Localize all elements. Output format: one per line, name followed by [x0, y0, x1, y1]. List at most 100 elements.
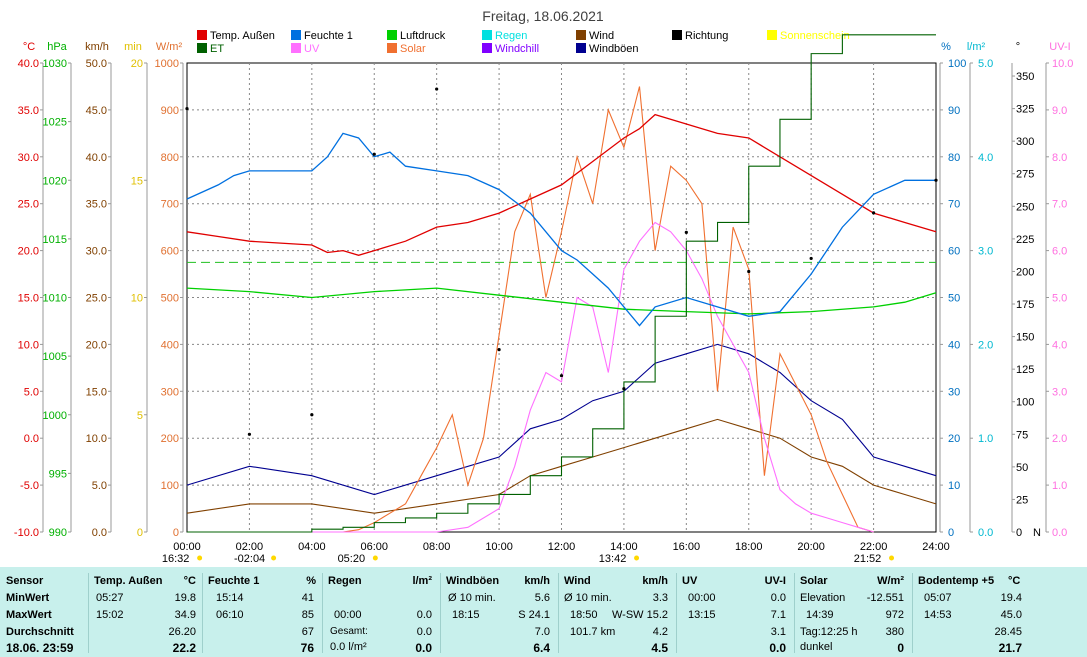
row-label-max: MaxWert — [6, 609, 52, 621]
left-axis-tick-label: 50.0 — [86, 58, 107, 70]
x-tick-label: 06:00 — [360, 541, 388, 553]
left-axis-tick-label: 1010 — [43, 293, 67, 305]
x-tick-label: 10:00 — [485, 541, 513, 553]
left-axis-tick-label: 15 — [131, 175, 143, 187]
gust-max-value: S 24.1 — [518, 609, 550, 621]
rain-total-value: 0.0 — [416, 626, 432, 638]
right-axis-tick-label: 3.0 — [1052, 386, 1067, 398]
humidity-unit: % — [306, 575, 316, 587]
temp-min-time: 05:27 — [96, 592, 124, 604]
right-axes: %1009080706050403020100l/m²5.04.03.02.01… — [939, 41, 1073, 539]
left-axis-tick-label: 100 — [161, 480, 179, 492]
uv-max-value: 7.1 — [770, 609, 786, 621]
uv-avg: 3.1 — [770, 626, 786, 638]
right-axis-tick-label: 150 — [1016, 332, 1034, 344]
stats-uv: UV UV-I 00:00 0.0 13:15 7.1 3.1 0.0 — [676, 567, 794, 657]
right-axis-tick-label: 175 — [1016, 299, 1034, 311]
left-axis-tick-label: 200 — [161, 433, 179, 445]
left-axis-tick-label: 15.0 — [86, 386, 107, 398]
wind-unit: km/h — [642, 575, 668, 587]
direction-point — [809, 256, 813, 261]
temp-avg: 26.20 — [168, 626, 196, 638]
stats-panel: Sensor MinWert MaxWert Durchschnitt 18.0… — [0, 567, 1087, 657]
left-axis-tick-label: 0 — [137, 527, 143, 539]
left-axis-unit: W/m² — [156, 41, 183, 53]
left-axis-tick-label: 990 — [49, 527, 67, 539]
right-axis-tick-label: 125 — [1016, 364, 1034, 376]
gust-unit: km/h — [524, 575, 550, 587]
right-axis-tick-label: 100 — [1016, 397, 1034, 409]
legend-swatch — [576, 30, 586, 40]
direction-point — [934, 178, 938, 182]
gust-current: 6.4 — [533, 641, 550, 655]
right-axis-tick-label: 50 — [948, 293, 960, 305]
left-axis-unit: hPa — [47, 41, 67, 53]
right-axis-tick-label: 0 — [948, 527, 954, 539]
direction-point — [747, 269, 751, 274]
left-axis-tick-label: 30.0 — [86, 246, 107, 258]
sun-event-marker — [197, 555, 203, 561]
rain-row1-value: 0.0 — [416, 609, 432, 621]
uv-max-time: 13:15 — [688, 609, 716, 621]
series-line — [186, 132, 936, 327]
left-axis-tick-label: 5.0 — [24, 386, 39, 398]
right-axis-tick-label: 0.0 — [978, 527, 993, 539]
direction-point — [622, 387, 626, 391]
humidity-current: 76 — [300, 641, 314, 655]
gust-avg10-value: 5.6 — [534, 592, 550, 604]
left-axis-tick-label: 35.0 — [18, 105, 39, 117]
solar-unit: W/m² — [877, 575, 904, 587]
left-axis-tick-label: 10 — [131, 293, 143, 305]
humidity-min-time: 15:14 — [216, 592, 244, 604]
stats-solar: Solar W/m² Elevation -12.551 14:39 972 T… — [794, 567, 912, 657]
right-axis-tick-label: 9.0 — [1052, 105, 1067, 117]
x-tick-label: 00:00 — [173, 541, 201, 553]
left-axis-tick-label: 1005 — [43, 351, 67, 363]
left-axis-tick-label: 30.0 — [18, 152, 39, 164]
right-axis-tick-label: 200 — [1016, 266, 1034, 278]
temp-max-time: 15:02 — [96, 609, 124, 621]
series-line — [186, 418, 937, 514]
series-line — [187, 221, 874, 533]
plot-series — [185, 34, 938, 533]
legend-label: Sonnenschein — [780, 30, 850, 42]
x-tick-label: 22:00 — [860, 541, 888, 553]
sun-event-label: 05:20 — [338, 553, 366, 565]
temp-title: Temp. Außen — [94, 575, 163, 587]
sun-event-marker — [634, 555, 640, 561]
left-axis-tick-label: 25.0 — [86, 293, 107, 305]
right-axis-tick-label: 1.0 — [1052, 480, 1067, 492]
solar-state: dunkel — [800, 641, 833, 653]
stats-labels: Sensor MinWert MaxWert Durchschnitt 18.0… — [0, 567, 88, 657]
right-axis-tick-label: 4.0 — [1052, 339, 1067, 351]
weather-chart: Freitag, 18.06.2021 Temp. Außen Feuchte 1… — [14, 8, 1074, 565]
x-axis: 00:00 02:00 04:00 06:00 08:00 10:00 12:00 14:00… — [162, 541, 950, 565]
wind-max-value: W-SW 15.2 — [611, 609, 668, 621]
left-axis-tick-label: 20.0 — [86, 339, 107, 351]
x-tick-label: 18:00 — [735, 541, 763, 553]
series-line — [186, 287, 937, 315]
wind-avg10-value: 3.3 — [652, 592, 668, 604]
right-axis-tick-label: 75 — [1016, 429, 1028, 441]
series-line — [187, 86, 874, 533]
left-axis-tick-label: 10.0 — [18, 339, 39, 351]
solar-elevation-label: Elevation — [800, 592, 846, 604]
left-axis-tick-label: 25.0 — [18, 199, 39, 211]
legend-swatch — [482, 43, 492, 53]
row-label-min: MinWert — [6, 592, 50, 604]
humidity-max-value: 85 — [301, 609, 314, 621]
wind-max-time: 18:50 — [570, 609, 598, 621]
right-axis-tick-label: 3.0 — [978, 246, 993, 258]
plot-grid — [187, 63, 936, 532]
left-axis-tick-label: -10.0 — [14, 527, 39, 539]
right-axis-tick-label: 5.0 — [978, 58, 993, 70]
uv-min-value: 0.0 — [770, 592, 786, 604]
direction-point — [247, 432, 252, 436]
chart-title: Freitag, 18.06.2021 — [482, 8, 604, 24]
gust-avg: 7.0 — [534, 626, 550, 638]
rain-rate: 0.0 l/m² — [330, 641, 367, 653]
soil-max-time: 14:53 — [924, 609, 952, 621]
temp-current: 22.2 — [172, 641, 196, 655]
humidity-max-time: 06:10 — [216, 609, 244, 621]
right-axis-tick-label: 50 — [1016, 462, 1028, 474]
